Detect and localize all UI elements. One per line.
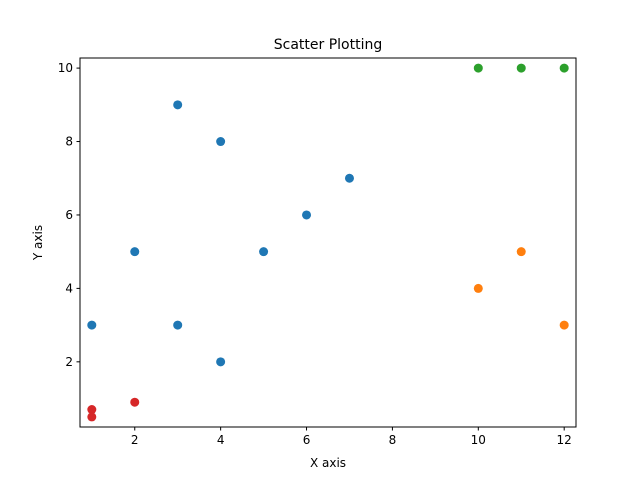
data-point-series-1 [130,247,140,257]
data-points [87,63,569,422]
data-point-series-1 [173,100,183,110]
x-tick-label: 10 [471,433,486,447]
y-axis-ticks: 2 4 6 8 10 [58,61,80,369]
y-axis-label: Y axis [31,225,45,261]
x-axis-ticks: 2 4 6 8 10 12 [131,427,572,447]
y-tick-label: 4 [65,281,73,295]
data-point-series-2 [559,320,569,330]
data-point-series-1 [216,137,226,147]
data-point-series-1 [302,210,312,220]
x-axis-label: X axis [310,456,346,470]
y-tick-label: 10 [58,61,73,75]
data-point-series-3 [559,63,569,73]
data-point-series-1 [173,320,183,330]
x-tick-label: 12 [557,433,572,447]
x-tick-label: 4 [217,433,225,447]
data-point-series-3 [473,63,483,73]
data-point-series-4 [130,397,140,407]
data-point-series-2 [473,283,483,293]
data-point-series-3 [516,63,526,73]
plot-frame [79,57,577,428]
x-tick-label: 2 [131,433,139,447]
data-point-series-2 [516,247,526,257]
data-point-series-1 [259,247,269,257]
y-tick-label: 8 [65,135,73,149]
y-tick-label: 2 [65,355,73,369]
chart-title: Scatter Plotting [274,37,383,53]
data-point-series-4 [87,412,97,422]
x-tick-label: 8 [389,433,397,447]
data-point-series-4 [87,405,97,415]
y-tick-label: 6 [65,208,73,222]
x-tick-label: 6 [303,433,311,447]
data-point-series-1 [87,320,97,330]
data-point-series-1 [216,357,226,367]
data-point-series-1 [344,173,354,183]
